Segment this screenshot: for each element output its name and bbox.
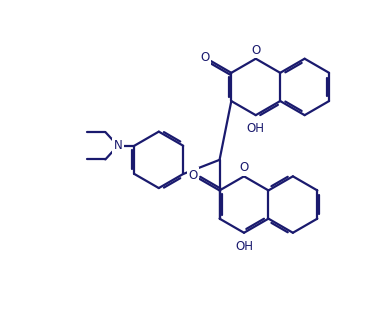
Text: OH: OH — [247, 123, 265, 135]
Text: OH: OH — [235, 240, 253, 253]
Text: O: O — [189, 169, 198, 182]
Text: O: O — [239, 161, 249, 174]
Text: O: O — [200, 51, 209, 64]
Text: N: N — [113, 139, 122, 152]
Text: O: O — [251, 43, 260, 57]
